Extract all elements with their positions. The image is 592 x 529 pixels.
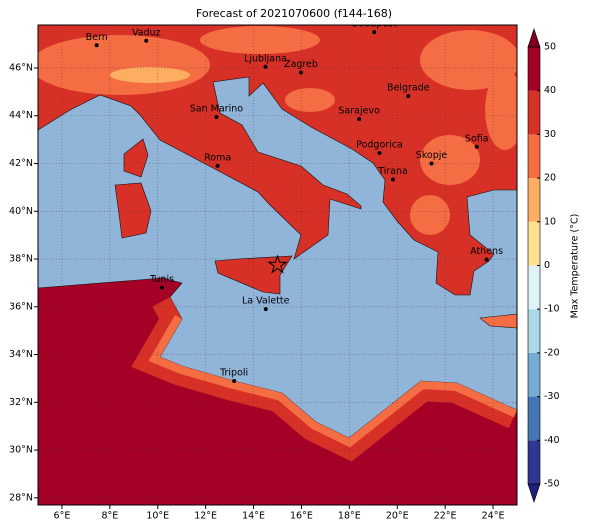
city-label: Budapest bbox=[352, 19, 397, 30]
colorbar-tick-label: 50 bbox=[544, 42, 556, 53]
city-label: Roma bbox=[204, 152, 231, 163]
corsica bbox=[123, 138, 149, 178]
crete bbox=[479, 313, 517, 329]
y-tick-label: 36°N bbox=[9, 301, 33, 312]
city-label: Zagreb bbox=[284, 59, 318, 70]
x-tick-label: 16°E bbox=[290, 511, 313, 522]
colorbar-band bbox=[528, 47, 540, 91]
y-tick-label: 40°N bbox=[9, 206, 33, 217]
colorbar-band bbox=[528, 221, 540, 266]
y-tick-label: 30°N bbox=[9, 445, 33, 456]
colorbar-tick-label: -10 bbox=[544, 304, 560, 315]
x-tick-label: 22°E bbox=[434, 511, 457, 522]
colorbar-tick-label: -50 bbox=[544, 479, 560, 490]
colorbar-tick-label: 40 bbox=[544, 85, 556, 96]
city-label: Belgrade bbox=[387, 83, 430, 94]
colorbar-tick-label: 0 bbox=[544, 260, 550, 271]
y-tick-label: 32°N bbox=[9, 397, 33, 408]
y-tick-label: 28°N bbox=[9, 492, 33, 503]
colorbar-label: Max Temperature (°C) bbox=[570, 214, 581, 319]
city-dot bbox=[263, 64, 268, 69]
city-label: Vaduz bbox=[132, 27, 161, 38]
x-tick-label: 18°E bbox=[338, 511, 361, 522]
city-label: Ljubljana bbox=[244, 53, 287, 64]
city-dot bbox=[484, 257, 489, 262]
y-tick-label: 38°N bbox=[9, 254, 33, 265]
colorbar-tick-label: -40 bbox=[544, 435, 560, 446]
x-tick-label: 12°E bbox=[194, 511, 217, 522]
city-label: Podgorica bbox=[356, 140, 403, 151]
europe-patches bbox=[38, 26, 517, 235]
europe bbox=[38, 25, 517, 296]
city-label: Sofia bbox=[465, 133, 489, 144]
city-dot bbox=[357, 117, 362, 122]
city-dot bbox=[429, 161, 434, 166]
city-dot bbox=[144, 38, 149, 43]
city-label: Skopje bbox=[416, 150, 448, 161]
colorbar-band bbox=[528, 440, 540, 484]
city-dot bbox=[94, 43, 99, 48]
colorbar-band bbox=[528, 396, 540, 441]
city-label: Sarajevo bbox=[338, 106, 380, 117]
colorbar-under bbox=[527, 483, 541, 503]
city-dot bbox=[232, 379, 237, 384]
city-label: Tirana bbox=[377, 166, 408, 177]
colorbar-tick-label: -20 bbox=[544, 347, 560, 358]
city-label: Athens bbox=[470, 246, 503, 257]
x-tick-label: 10°E bbox=[146, 511, 169, 522]
map-frame bbox=[37, 24, 518, 506]
colorbar-over bbox=[527, 28, 541, 48]
city-label: San Marino bbox=[190, 104, 243, 115]
city-dot bbox=[377, 151, 382, 155]
y-tick-label: 44°N bbox=[9, 110, 33, 121]
city-label: Tripoli bbox=[219, 368, 248, 379]
city-label: Bern bbox=[86, 32, 108, 43]
city-dot bbox=[215, 163, 220, 168]
colorbar-tick-label: -30 bbox=[544, 391, 560, 402]
city-dot bbox=[298, 70, 303, 75]
x-tick-label: 6°E bbox=[54, 511, 71, 522]
grid bbox=[38, 25, 517, 505]
colorbar-tick-label: 30 bbox=[544, 129, 556, 140]
x-tick-label: 14°E bbox=[242, 511, 265, 522]
x-tick-label: 24°E bbox=[482, 511, 505, 522]
sardinia bbox=[114, 182, 152, 239]
y-tick-label: 34°N bbox=[9, 349, 33, 360]
colorbar-band bbox=[528, 178, 540, 222]
city-dot bbox=[406, 94, 411, 99]
map-title: Forecast of 2021070600 (f144-168) bbox=[196, 7, 392, 20]
city-dot bbox=[214, 115, 219, 120]
colorbar-tick-label: 10 bbox=[544, 216, 556, 227]
city-dot bbox=[390, 177, 395, 182]
city-dot bbox=[263, 307, 268, 312]
colorbar-band bbox=[528, 265, 540, 310]
city-dot bbox=[372, 30, 377, 35]
colorbar-band bbox=[528, 134, 540, 179]
city-label: Tunis bbox=[149, 274, 174, 285]
colorbar-tick-label: 20 bbox=[544, 173, 556, 184]
city-label: La Valette bbox=[242, 296, 290, 307]
colorbar-band bbox=[528, 90, 540, 135]
event-marker bbox=[267, 254, 288, 274]
city-dot bbox=[474, 144, 479, 149]
axis-ticks: 6°E 8°E 10°E 12°E 14°E 16°E 18°E 20°E 22°E 24°E 28… bbox=[9, 62, 504, 521]
city-dot bbox=[160, 285, 165, 290]
colorbar-band bbox=[528, 309, 540, 353]
colorbar: -50 -40 -30 -20 -10 0 10 20 30 40 50 bbox=[527, 28, 560, 503]
x-tick-label: 8°E bbox=[101, 511, 118, 522]
y-tick-label: 46°N bbox=[9, 62, 33, 73]
y-tick-label: 42°N bbox=[9, 158, 33, 169]
colorbar-band bbox=[528, 352, 540, 397]
x-tick-label: 20°E bbox=[386, 511, 409, 522]
